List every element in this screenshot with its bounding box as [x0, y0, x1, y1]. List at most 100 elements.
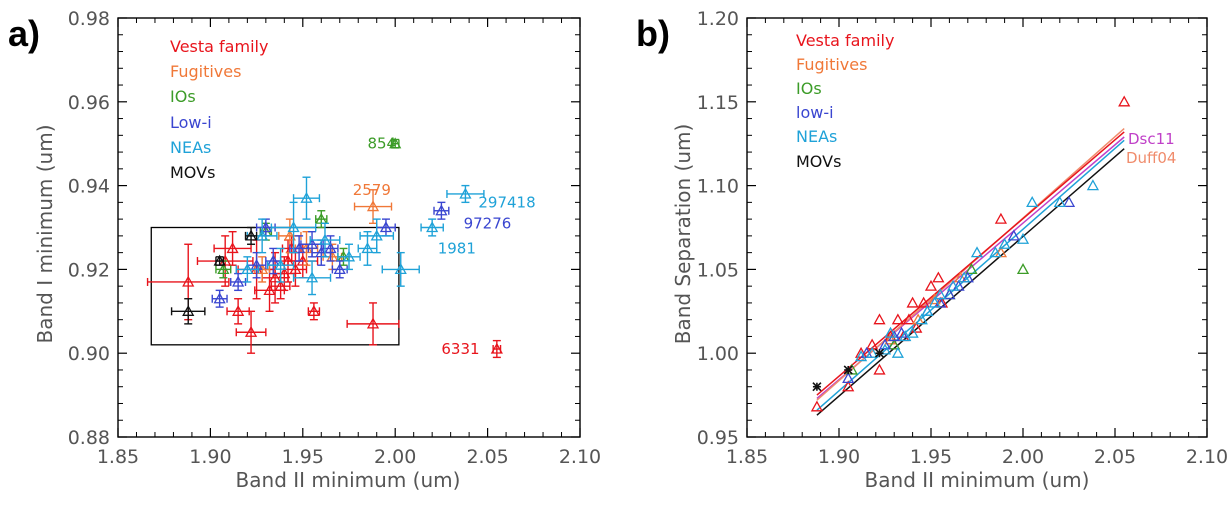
data-point-neas — [241, 263, 254, 275]
x-tick-label: 2.10 — [559, 446, 601, 468]
data-point-neas — [884, 326, 897, 338]
data-point-vesta-family — [891, 313, 904, 325]
data-point-vesta-family — [873, 313, 886, 325]
data-point-movs — [812, 382, 822, 392]
data-point-ios — [888, 338, 901, 350]
data-point-neas — [906, 326, 919, 338]
data-point-vesta-family — [182, 275, 195, 287]
panel-a-marks — [146, 137, 503, 359]
legend-a-ios: IOs — [170, 87, 196, 106]
data-point-neas — [866, 346, 879, 358]
annotation-854: 854 — [367, 135, 396, 153]
panel-b-fit-lines — [816, 128, 1125, 416]
legend-a-movs: MOVs — [170, 163, 215, 182]
y-tick-label: 0.92 — [68, 259, 110, 281]
data-point-neas — [318, 233, 332, 245]
data-point-vesta-family — [307, 304, 320, 316]
x-tick-label: 2.05 — [1094, 446, 1136, 468]
panel-b-legend: Vesta family Fugitives IOs low-i NEAs MO… — [796, 31, 894, 171]
panel-a-annotations: 854 2579 297418 97276 1981 6331 — [353, 135, 536, 358]
data-point-neas — [928, 296, 941, 308]
series-low-i — [211, 201, 450, 308]
panel-b-axes: 1.85 1.90 1.95 2.00 2.05 2.10 0.95 1.00 1.05 1.10… — [697, 8, 1228, 468]
x-tick-label: 1.95 — [282, 446, 324, 468]
data-point-neas — [970, 246, 984, 258]
data-point-ios — [217, 263, 230, 275]
data-point-vesta-family — [994, 212, 1008, 224]
data-point-vesta-family — [244, 325, 258, 337]
data-point-vesta-family — [232, 304, 245, 316]
data-point-low-i — [379, 221, 393, 233]
data-point-neas — [305, 271, 319, 283]
annotation-2579: 2579 — [353, 181, 391, 199]
panel-b-marks — [810, 95, 1131, 412]
data-point-ios — [1016, 263, 1030, 275]
panel-a-legend: Vesta family Fugitives IOs Low-i NEAs MO… — [170, 37, 268, 182]
data-point-ios — [389, 137, 402, 149]
data-point-movs — [244, 229, 258, 241]
data-point-neas — [921, 304, 934, 316]
y-tick-label: 1.15 — [697, 92, 739, 114]
data-point-vesta-family — [902, 313, 916, 325]
data-point-neas — [1026, 196, 1039, 208]
data-point-neas — [300, 191, 313, 203]
y-tick-label: 0.94 — [68, 176, 110, 198]
data-point-neas — [1016, 232, 1030, 244]
line-label-duff04: Duff04 — [1126, 149, 1176, 167]
panel-b-x-axis-label: Band II minimum (um) — [865, 468, 1090, 492]
data-point-neas — [854, 350, 868, 362]
legend-a-low-i: Low-i — [170, 113, 212, 132]
data-point-movs — [213, 254, 226, 266]
x-tick-label: 1.90 — [189, 446, 231, 468]
series-neas — [854, 179, 1100, 362]
data-point-vesta-family — [906, 296, 919, 308]
data-point-low-i — [213, 292, 226, 304]
data-point-neas — [1053, 196, 1066, 208]
x-tick-label: 1.90 — [818, 446, 860, 468]
data-point-neas — [891, 346, 904, 358]
data-point-neas — [934, 288, 947, 300]
data-point-ios — [965, 263, 978, 275]
y-tick-label: 0.88 — [68, 427, 110, 449]
legend-a-vesta-family: Vesta family — [170, 37, 268, 56]
y-tick-label: 0.96 — [68, 92, 110, 114]
data-point-neas — [394, 263, 407, 275]
fit-line-neas — [816, 139, 1125, 411]
data-point-movs — [182, 304, 195, 316]
plot-frame — [117, 17, 581, 438]
panel-a-label: a) — [8, 13, 40, 54]
data-point-low-i — [232, 275, 245, 287]
x-tick-label: 1.85 — [726, 446, 768, 468]
data-point-neas — [342, 250, 356, 262]
x-tick-label: 2.10 — [1186, 446, 1228, 468]
data-point-vesta-family — [226, 242, 239, 254]
data-point-neas — [958, 271, 971, 283]
data-point-low-i — [259, 221, 272, 233]
data-point-vesta-family — [1118, 95, 1131, 107]
data-point-neas — [946, 279, 960, 291]
data-point-vesta-family — [490, 342, 503, 354]
legend-a-fugitives: Fugitives — [170, 62, 241, 81]
panel-a-y-axis-label: Band I minimum (um) — [33, 125, 57, 344]
data-point-vesta-family — [873, 363, 886, 375]
series-movs — [170, 226, 258, 325]
panel-b: b) 1.85 1.90 1.95 2.00 2.05 2.100.951.001.051… — [636, 8, 1228, 492]
data-point-neas — [459, 187, 472, 199]
y-tick-label: 0.90 — [68, 343, 110, 365]
annotation-297418: 297418 — [478, 193, 535, 211]
legend-b-low-i: low-i — [796, 103, 834, 122]
legend-b-movs: MOVs — [796, 152, 841, 171]
data-point-neas — [256, 229, 269, 241]
data-point-neas — [426, 221, 439, 233]
data-point-low-i — [943, 288, 956, 300]
data-point-fugitives — [283, 229, 296, 241]
data-point-fugitives — [884, 333, 897, 345]
y-tick-label: 1.10 — [697, 176, 739, 198]
data-point-neas — [998, 237, 1011, 249]
data-point-movs — [843, 365, 853, 375]
line-label-dsc11: Dsc11 — [1128, 130, 1175, 148]
data-point-fugitives — [366, 200, 380, 212]
data-point-low-i — [324, 242, 337, 254]
data-point-neas — [915, 313, 928, 325]
data-point-vesta-family — [278, 267, 291, 279]
